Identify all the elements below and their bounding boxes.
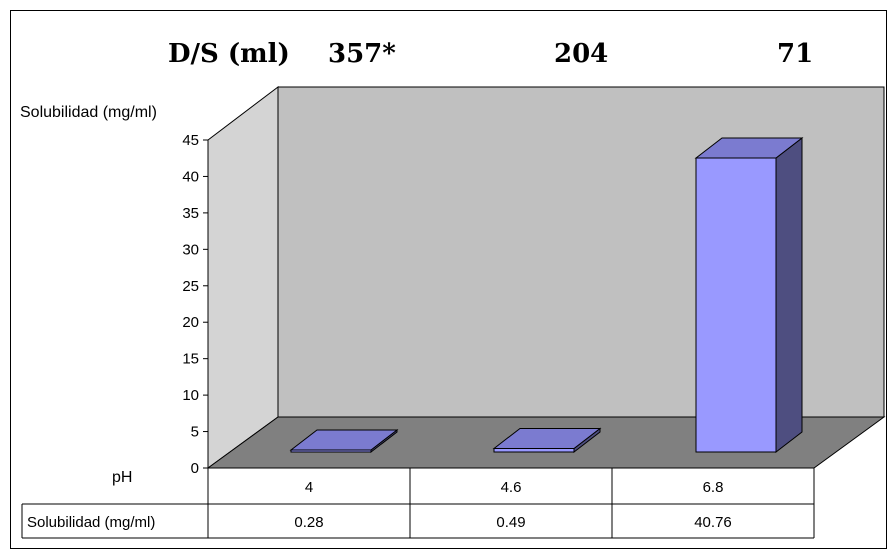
y-tick-label: 0	[191, 460, 199, 477]
category-label: 6.8	[703, 479, 724, 496]
y-tick-label: 30	[182, 241, 199, 258]
table-series-name: Solubilidad (mg/ml)	[27, 514, 155, 531]
side-wall	[207, 85, 279, 469]
bar-top	[694, 137, 804, 159]
y-tick-label: 25	[182, 278, 199, 295]
bar-front	[493, 447, 575, 453]
bar	[289, 428, 399, 454]
header-label: D/S (ml)	[168, 39, 290, 69]
bar	[694, 136, 804, 454]
y-tick-label: 45	[182, 132, 199, 149]
header-value-3: 71	[777, 39, 813, 69]
data-label: 0.28	[294, 514, 323, 531]
y-tick-label: 40	[182, 168, 199, 185]
category-label: 4	[305, 479, 313, 496]
y-axis-label: Solubilidad (mg/ml)	[20, 104, 157, 121]
header-value-1: 357*	[328, 39, 396, 69]
bar-side	[775, 136, 803, 454]
y-tick-label: 10	[182, 387, 199, 404]
y-tick-label: 5	[191, 424, 199, 441]
x-axis-label: pH	[112, 469, 132, 486]
y-tick-label: 20	[182, 314, 199, 331]
data-label: 40.76	[694, 514, 732, 531]
category-label: 4.6	[501, 479, 522, 496]
header-value-2: 204	[554, 39, 608, 69]
bar-front	[695, 157, 777, 453]
y-tick-label: 15	[182, 351, 199, 368]
bar	[492, 427, 602, 454]
y-tick-label: 35	[182, 205, 199, 222]
bar-top	[492, 427, 602, 449]
data-label: 0.49	[496, 514, 525, 531]
bar-top	[289, 429, 399, 451]
